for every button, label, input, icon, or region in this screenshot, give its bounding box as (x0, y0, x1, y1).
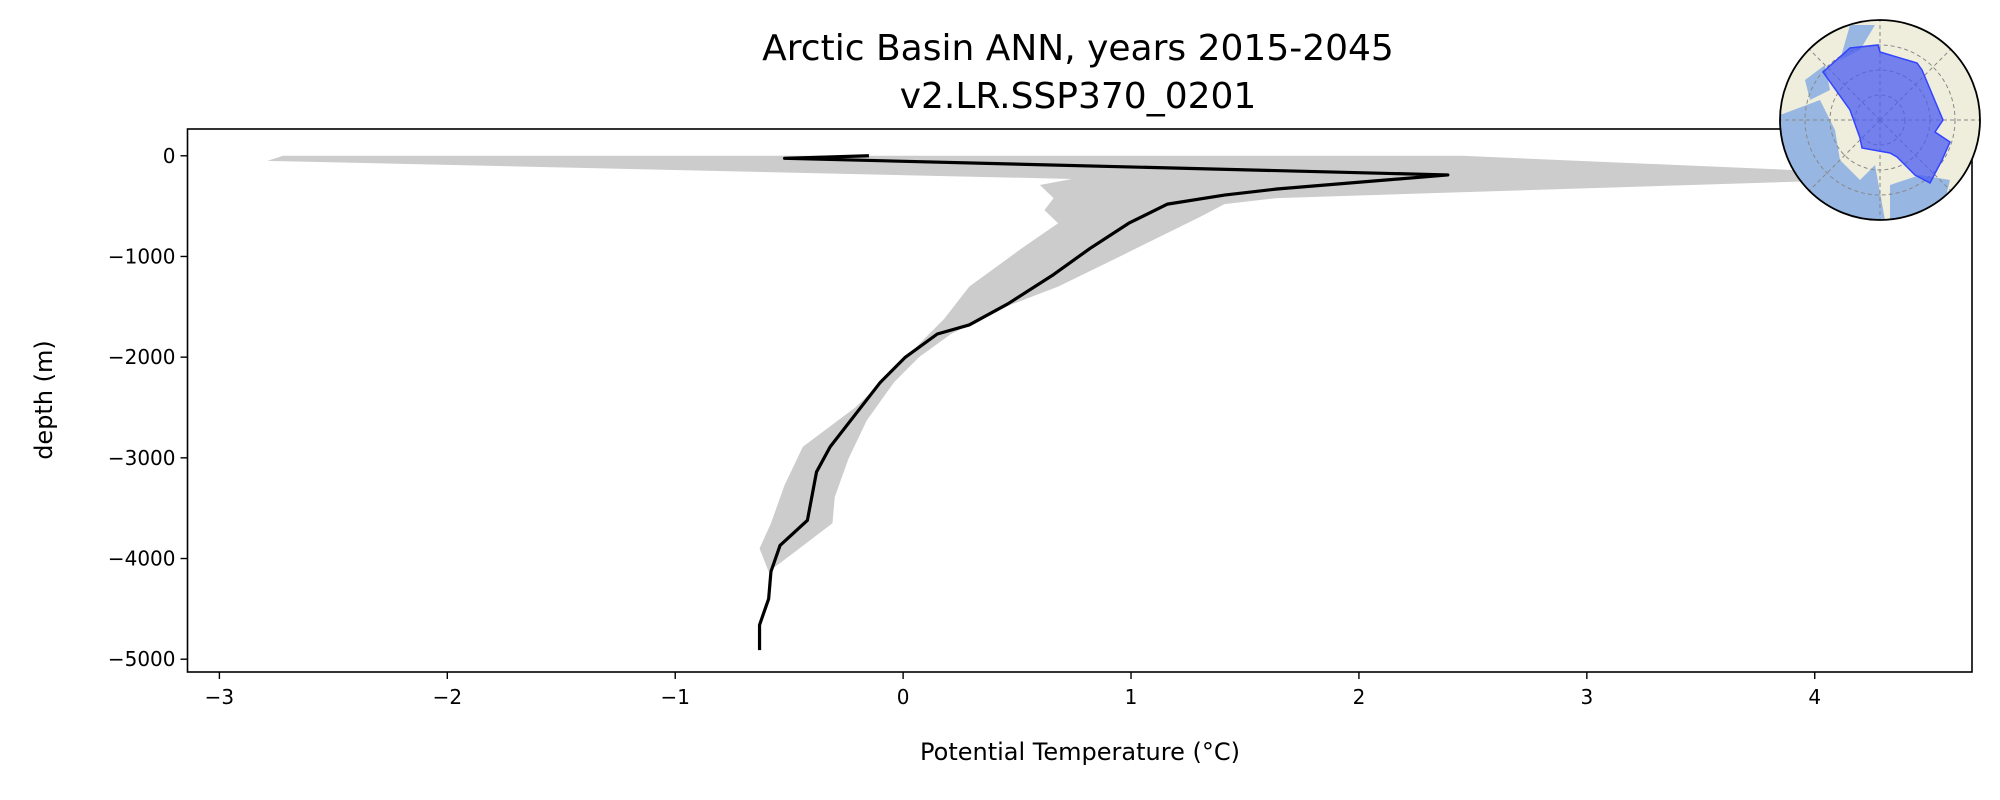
mean-profile-line (757, 154, 1450, 651)
inset-map (1779, 19, 1981, 221)
y-tick-label: −1000 (108, 244, 176, 268)
x-axis-label: Potential Temperature (°C) (920, 738, 1240, 766)
x-tick-label: −3 (205, 685, 234, 709)
x-tick-label: −1 (660, 685, 689, 709)
x-tick-label: 0 (897, 685, 910, 709)
map-region-highlight (1821, 44, 1951, 185)
y-tick-label: −4000 (108, 547, 176, 571)
y-tick-label: −3000 (108, 446, 176, 470)
x-axis: −3 −2 −1 0 1 2 3 4 (205, 672, 1821, 709)
y-axis-label: depth (m) (30, 340, 58, 460)
y-tick-label: −2000 (108, 345, 176, 369)
y-tick-label: −5000 (108, 647, 176, 671)
spread-band (267, 155, 1884, 572)
x-tick-label: 3 (1580, 685, 1593, 709)
x-tick-label: 1 (1125, 685, 1138, 709)
map-latitude-line (1804, 44, 1956, 196)
map-border (1779, 19, 1981, 221)
plot-area (267, 154, 1884, 651)
x-tick-label: −2 (433, 685, 462, 709)
y-tick-label: 0 (163, 144, 176, 168)
y-axis: 0 −1000 −2000 −3000 −4000 −5000 (108, 144, 188, 671)
chart-subtitle: v2.LR.SSP370_0201 (900, 76, 1257, 117)
x-tick-label: 2 (1353, 685, 1366, 709)
chart-title: Arctic Basin ANN, years 2015-2045 (762, 28, 1394, 69)
x-tick-label: 4 (1808, 685, 1821, 709)
axes-frame (186, 128, 1973, 673)
